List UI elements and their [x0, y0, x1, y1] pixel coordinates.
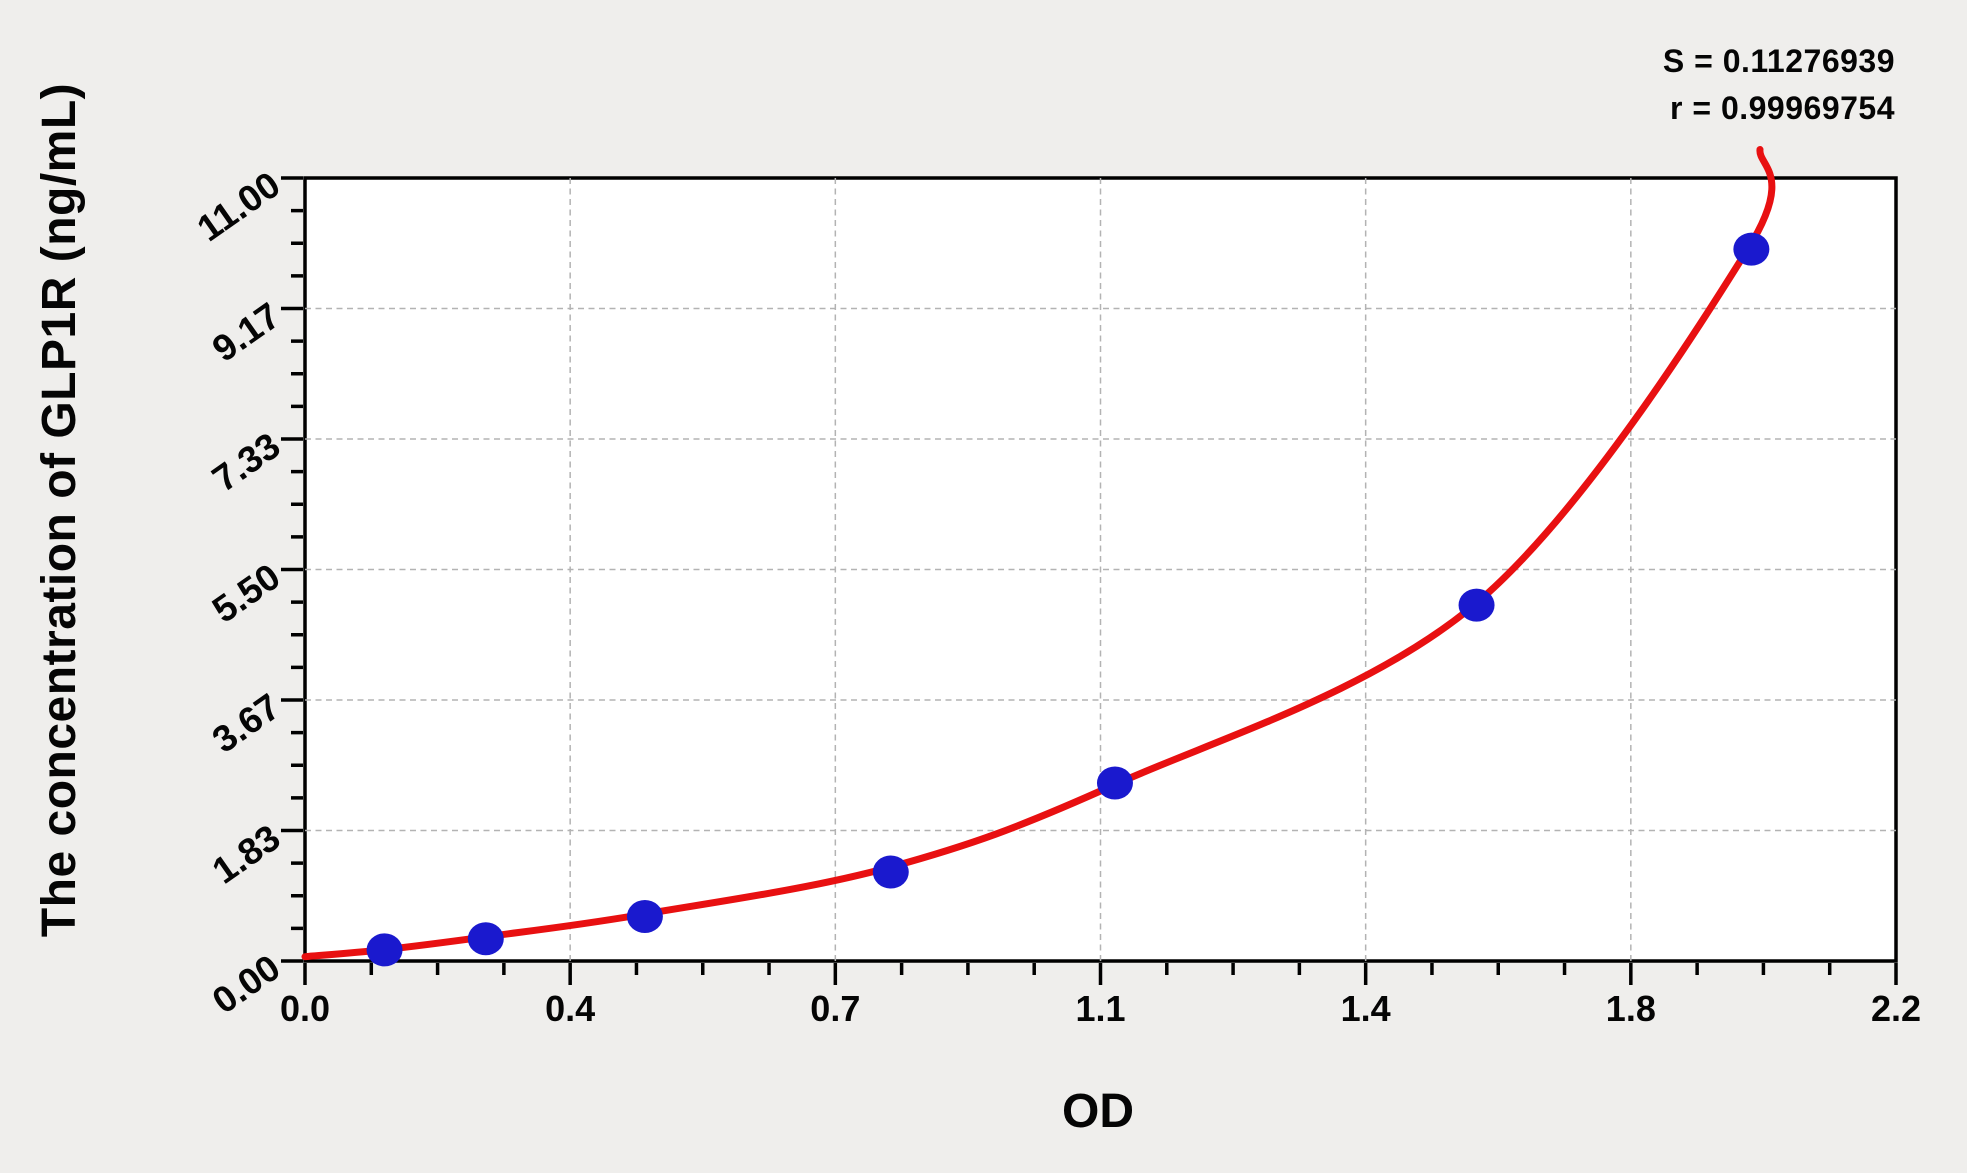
x-tick-label: 0.4	[545, 988, 596, 1029]
x-tick-label: 1.1	[1075, 988, 1126, 1029]
x-tick-label: 0.0	[279, 988, 331, 1029]
y-axis-title: The concentration of GLP1R (ng/mL)	[33, 82, 86, 938]
data-point	[1096, 766, 1133, 800]
x-axis-title: OD	[1062, 1085, 1134, 1138]
data-point	[467, 922, 504, 956]
data-point	[1458, 588, 1495, 622]
data-point	[1733, 232, 1770, 266]
fit-stat-r: r = 0.99969754	[1670, 90, 1895, 126]
x-tick-label: 1.8	[1605, 988, 1656, 1029]
x-tick-label: 2.2	[1870, 988, 1922, 1029]
fit-statistics: S = 0.11276939 r = 0.99969754	[1663, 38, 1895, 132]
data-point	[626, 900, 663, 934]
x-tick-label: 1.4	[1340, 988, 1391, 1029]
x-tick-label: 0.7	[810, 988, 861, 1029]
fit-stat-s: S = 0.11276939	[1662, 43, 1895, 79]
data-point	[366, 933, 403, 967]
data-point	[872, 855, 909, 889]
